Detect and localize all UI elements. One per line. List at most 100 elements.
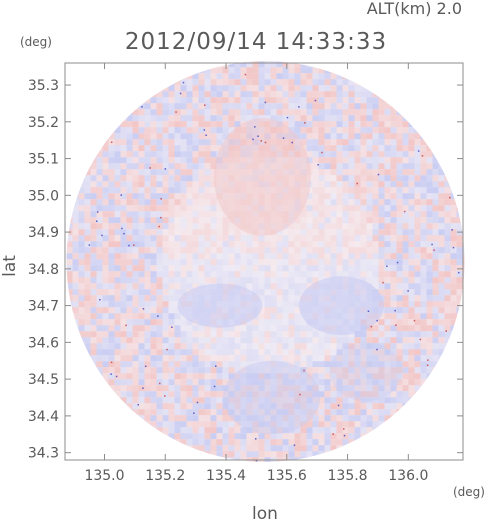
radar-cell	[162, 379, 169, 386]
radar-cell	[156, 115, 163, 122]
radar-cell	[228, 85, 235, 92]
radar-cell	[102, 133, 109, 140]
radar-speckle	[120, 194, 122, 196]
radar-speckle	[427, 359, 429, 361]
radar-cell	[432, 283, 439, 290]
radar-cell	[288, 187, 295, 194]
radar-cell	[96, 349, 103, 356]
radar-cell	[330, 163, 337, 170]
radar-cell	[408, 391, 415, 398]
radar-speckle	[264, 141, 267, 144]
radar-cell	[168, 397, 175, 404]
radar-cell	[408, 145, 415, 152]
radar-cell	[390, 253, 397, 260]
radar-cell	[258, 451, 265, 458]
radar-cell	[402, 145, 409, 152]
radar-cell	[210, 205, 217, 212]
radar-cell	[240, 271, 247, 278]
radar-cell	[180, 211, 187, 218]
radar-cell	[78, 235, 85, 242]
radar-cell	[234, 451, 241, 458]
radar-cell	[330, 421, 337, 428]
radar-cell	[90, 181, 97, 188]
radar-cell	[186, 427, 193, 434]
radar-cell	[102, 229, 109, 236]
radar-cell	[90, 331, 97, 338]
radar-cell	[276, 115, 283, 122]
radar-cell	[198, 337, 205, 344]
radar-cell	[174, 217, 181, 224]
radar-cell	[294, 313, 301, 320]
radar-cell	[204, 433, 211, 440]
radar-cell	[366, 277, 373, 284]
radar-cell	[180, 97, 187, 104]
radar-cell	[354, 241, 361, 248]
radar-region	[329, 342, 403, 402]
radar-cell	[264, 67, 271, 74]
radar-cell	[180, 181, 187, 188]
radar-cell	[384, 97, 391, 104]
radar-cell	[348, 331, 355, 338]
radar-cell	[204, 361, 211, 368]
radar-cell	[372, 283, 379, 290]
radar-cell	[444, 259, 451, 266]
radar-cell	[282, 349, 289, 356]
radar-cell	[324, 73, 331, 80]
radar-cell	[390, 319, 397, 326]
radar-cell	[180, 145, 187, 152]
radar-cell	[168, 331, 175, 338]
radar-cell	[294, 355, 301, 362]
radar-cell	[402, 157, 409, 164]
radar-cell	[318, 433, 325, 440]
radar-cell	[456, 295, 463, 302]
radar-cell	[138, 193, 145, 200]
radar-speckle	[332, 433, 334, 435]
plot-frame	[64, 62, 464, 461]
radar-cell	[348, 163, 355, 170]
radar-cell	[132, 175, 139, 182]
radar-cell	[108, 325, 115, 332]
radar-cell	[186, 439, 193, 446]
radar-cell	[252, 61, 259, 68]
radar-cell	[300, 433, 307, 440]
radar-cell	[312, 169, 319, 176]
radar-cell	[120, 139, 127, 146]
radar-cell	[264, 229, 271, 236]
radar-cell	[216, 163, 223, 170]
radar-cell	[204, 79, 211, 86]
radar-cell	[84, 169, 91, 176]
radar-cell	[372, 415, 379, 422]
radar-cell	[150, 205, 157, 212]
radar-cell	[102, 307, 109, 314]
radar-cell	[264, 331, 271, 338]
radar-cell	[114, 277, 121, 284]
radar-cell	[264, 355, 271, 362]
radar-cell	[108, 187, 115, 194]
radar-cell	[96, 307, 103, 314]
radar-cell	[132, 319, 139, 326]
radar-cell	[252, 163, 259, 170]
radar-cell	[120, 223, 127, 230]
radar-cell	[312, 139, 319, 146]
radar-cell	[420, 235, 427, 242]
radar-cell	[348, 211, 355, 218]
radar-cell	[456, 331, 463, 338]
radar-cell	[270, 169, 277, 176]
radar-cell	[96, 313, 103, 320]
radar-cell	[402, 277, 409, 284]
radar-cell	[162, 403, 169, 410]
radar-cell	[396, 367, 403, 374]
radar-cell	[66, 241, 73, 248]
radar-cell	[336, 241, 343, 248]
radar-cell	[456, 259, 463, 266]
radar-cell	[180, 187, 187, 194]
radar-cell	[78, 337, 85, 344]
radar-cell	[222, 343, 229, 350]
radar-cell	[276, 241, 283, 248]
radar-cell	[228, 367, 235, 374]
radar-cell	[150, 271, 157, 278]
radar-cell	[192, 427, 199, 434]
radar-cell	[396, 235, 403, 242]
radar-cell	[144, 205, 151, 212]
radar-cell	[270, 295, 277, 302]
